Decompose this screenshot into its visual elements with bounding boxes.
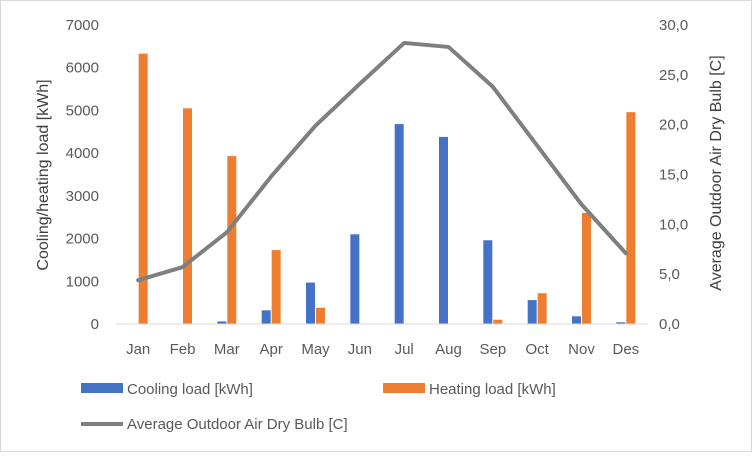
y-tick-label: 1000: [66, 273, 99, 290]
x-tick-label: Apr: [259, 341, 282, 358]
bar-heating-des: [626, 112, 636, 324]
x-tick-label: May: [301, 341, 330, 358]
bar-cooling-sep: [483, 240, 493, 324]
y-tick-label: 5000: [66, 102, 99, 119]
x-axis-ticks: Jan Feb Mar Apr May Jun Jul Aug Sep Oct Nov Des: [126, 341, 639, 358]
legend: Cooling load [kWh] Heating load [kWh] Av…: [81, 381, 556, 433]
x-tick-label: Feb: [170, 341, 196, 358]
bar-heating-oct: [537, 293, 547, 324]
bar-cooling-jun: [350, 234, 360, 324]
x-tick-label: Jan: [126, 341, 150, 358]
y2-tick-label: 5,0: [659, 266, 680, 283]
y2-tick-label: 30,0: [659, 17, 688, 34]
bar-cooling-des: [616, 322, 626, 324]
legend-swatch-cooling: [81, 383, 123, 393]
y-tick-label: 7000: [66, 17, 99, 34]
bar-cooling-nov: [572, 316, 581, 324]
legend-label-temperature: Average Outdoor Air Dry Bulb [C]: [127, 416, 348, 433]
bar-heating-feb: [183, 108, 192, 324]
x-tick-label: Jun: [348, 341, 372, 358]
line-layer: [136, 40, 628, 283]
bars-layer: [138, 53, 636, 325]
legend-label-cooling: Cooling load [kWh]: [127, 381, 253, 398]
y-tick-label: 2000: [66, 231, 99, 248]
bar-heating-may: [316, 307, 325, 324]
y2-tick-label: 10,0: [659, 216, 688, 233]
y2-tick-label: 25,0: [659, 67, 688, 84]
x-tick-label: Des: [612, 341, 639, 358]
y2-axis-title: Average Outdoor Air Dry Bulb [C]: [708, 55, 725, 290]
y-tick-label: 4000: [66, 145, 99, 162]
y2-tick-label: 20,0: [659, 117, 688, 134]
legend-swatch-heating: [383, 383, 425, 393]
y2-axis-ticks: 0,0 5,0 10,0 15,0 20,0 25,0 30,0: [659, 17, 688, 333]
x-tick-label: Sep: [479, 341, 506, 358]
bar-cooling-apr: [261, 310, 271, 324]
bar-heating-apr: [271, 250, 281, 324]
bar-cooling-aug: [439, 136, 448, 324]
legend-label-heating: Heating load [kWh]: [429, 381, 556, 398]
x-tick-label: Jul: [395, 341, 414, 358]
bar-heating-mar: [227, 156, 237, 324]
y-axis-title: Cooling/heating load [kWh]: [35, 79, 52, 270]
bar-heating-jan: [138, 53, 148, 325]
x-tick-label: Oct: [525, 341, 549, 358]
x-tick-label: Aug: [435, 341, 462, 358]
bar-cooling-may: [306, 282, 315, 324]
x-tick-label: Nov: [568, 341, 595, 358]
y-tick-label: 0: [91, 316, 99, 333]
y2-tick-label: 0,0: [659, 316, 680, 333]
bar-cooling-jul: [394, 124, 404, 324]
bar-heating-nov: [582, 212, 591, 324]
x-tick-label: Mar: [214, 341, 240, 358]
y2-tick-label: 15,0: [659, 167, 688, 184]
bar-heating-sep: [493, 319, 503, 324]
y-axis-ticks: 0 1000 2000 3000 4000 5000 6000 7000: [66, 17, 99, 333]
y-tick-label: 3000: [66, 188, 99, 205]
temperature-line: [136, 40, 628, 283]
bar-cooling-mar: [217, 321, 227, 324]
bar-cooling-oct: [527, 300, 537, 324]
y-tick-label: 6000: [66, 60, 99, 77]
